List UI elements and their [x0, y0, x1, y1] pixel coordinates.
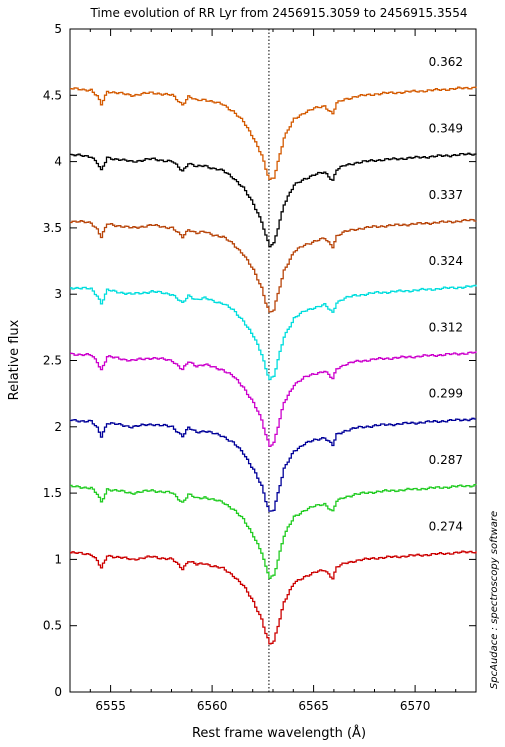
x-tick-label: 6565	[298, 699, 329, 713]
y-tick-label: 5	[54, 22, 62, 36]
phase-label: 0.349	[429, 121, 463, 135]
y-axis: 0 0.5 1 1.5 2 2.5 3 3.5 4 4.5 5	[43, 22, 476, 699]
x-tick-label: 6555	[95, 699, 126, 713]
phase-labels: 0.274 0.287 0.299 0.312 0.324 0.337 0.349 0.362	[429, 55, 463, 533]
x-tick-label: 6570	[400, 699, 431, 713]
phase-label: 0.362	[429, 55, 463, 69]
spectrum-line-0.299	[70, 417, 476, 512]
spectrum-line-0.337	[70, 218, 477, 313]
phase-label: 0.324	[429, 254, 463, 268]
spectrum-line-0.274	[70, 550, 477, 645]
x-axis: 6555 6560 6565 6570	[69, 29, 477, 713]
series-layer	[70, 86, 477, 645]
spectrum-line-0.312	[70, 351, 477, 448]
software-credit: SpcAudace : spectroscopy software	[489, 511, 500, 689]
phase-label: 0.274	[429, 519, 463, 533]
phase-label: 0.337	[429, 188, 463, 202]
y-tick-label: 3.5	[43, 221, 62, 235]
spectrum-line-0.324	[70, 284, 477, 381]
y-tick-label: 4.5	[43, 88, 62, 102]
chart-title: Time evolution of RR Lyr from 2456915.30…	[89, 6, 467, 20]
y-tick-label: 2.5	[43, 354, 62, 368]
y-tick-label: 2	[54, 420, 62, 434]
y-tick-label: 1.5	[43, 486, 62, 500]
phase-label: 0.312	[429, 320, 463, 334]
y-axis-label: Relative flux	[7, 319, 22, 400]
spectrum-line-0.287	[70, 484, 477, 579]
spectrum-line-0.362	[70, 86, 477, 181]
x-tick-label: 6560	[197, 699, 228, 713]
x-axis-label: Rest frame wavelength (Å)	[192, 725, 366, 741]
y-tick-label: 0.5	[43, 619, 62, 633]
y-tick-label: 4	[54, 155, 62, 169]
spectrum-line-0.349	[70, 152, 477, 248]
y-tick-label: 1	[54, 552, 62, 566]
y-tick-label: 0	[54, 685, 62, 699]
y-tick-label: 3	[54, 287, 62, 301]
phase-label: 0.299	[429, 387, 463, 401]
phase-label: 0.287	[429, 453, 463, 467]
